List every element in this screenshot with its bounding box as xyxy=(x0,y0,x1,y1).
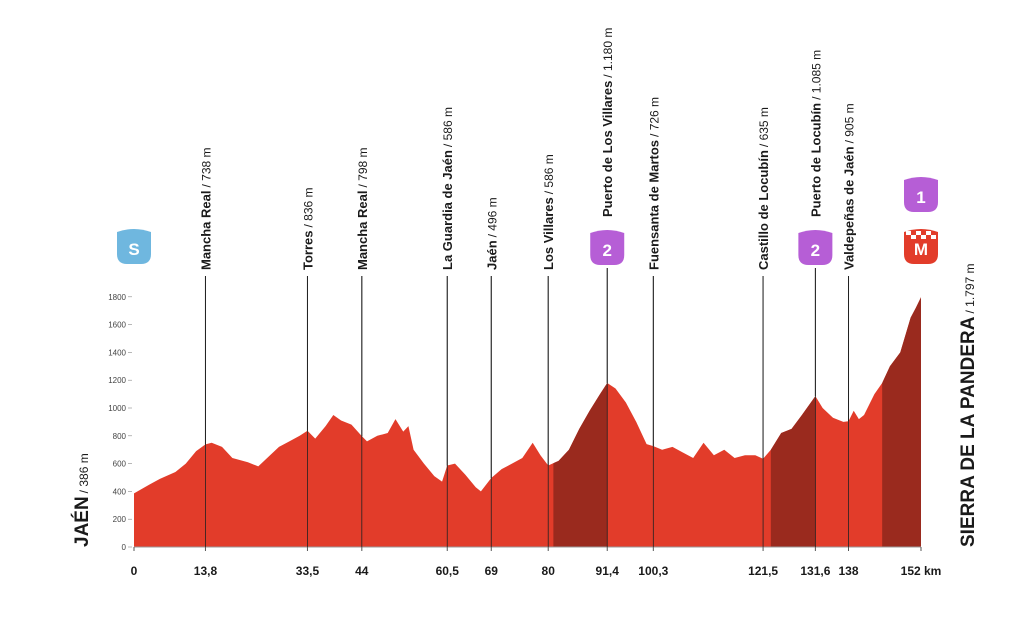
checker xyxy=(931,235,936,239)
finish-label: SIERRA DE LA PANDERA / 1.797 m xyxy=(958,263,979,547)
waypoint-label-name: Los Villares xyxy=(541,197,556,270)
x-tick-label: 91,4 xyxy=(596,564,620,578)
waypoint-label: Mancha Real / 738 m xyxy=(198,147,213,270)
finish-label-altitude: / 1.797 m xyxy=(963,263,977,313)
x-tick-label: 60,5 xyxy=(436,564,460,578)
x-tick-label: 0 xyxy=(131,564,138,578)
x-tick-label: 131,6 xyxy=(800,564,830,578)
waypoint-label-altitude: / 1.085 m xyxy=(809,50,823,100)
x-tick-label: 152 km xyxy=(901,564,942,578)
waypoint-label-altitude: / 586 m xyxy=(441,107,455,147)
waypoint-label: Los Villares / 586 m xyxy=(541,154,556,270)
climb-area xyxy=(553,382,608,547)
waypoint-label-name: Torres xyxy=(300,231,315,271)
waypoint-label-altitude: / 798 m xyxy=(356,147,370,187)
checker xyxy=(911,235,916,239)
waypoint-label: Puerto de Locubín / 1.085 m xyxy=(808,50,823,217)
x-tick-label: 100,3 xyxy=(638,564,668,578)
y-tick-label: 1400 xyxy=(108,348,126,357)
waypoint-label-name: Mancha Real xyxy=(355,191,370,270)
checker xyxy=(926,231,931,235)
waypoint-label: Valdepeñas de Jaén / 905 m xyxy=(842,103,857,270)
finish-badge-label: M xyxy=(914,240,928,259)
x-tick-label: 121,5 xyxy=(748,564,778,578)
start-badge-label: S xyxy=(128,240,139,259)
waypoint-label-name: Jaén xyxy=(484,240,499,270)
y-tick-label: 0 xyxy=(122,543,127,552)
waypoint-label-altitude: / 1.180 m xyxy=(601,28,615,78)
climb-area xyxy=(882,297,921,547)
y-tick-label: 1200 xyxy=(108,376,126,385)
y-tick-label: 200 xyxy=(113,515,127,524)
waypoint-label: Torres / 836 m xyxy=(300,187,315,270)
waypoint-label-name: Valdepeñas de Jaén xyxy=(842,146,857,270)
profile-area xyxy=(134,297,921,547)
x-tick-label: 138 xyxy=(838,564,858,578)
y-tick-label: 1800 xyxy=(108,293,126,302)
x-tick-label: 80 xyxy=(542,564,556,578)
y-tick-label: 400 xyxy=(113,487,127,496)
start-label-altitude: / 386 m xyxy=(77,453,91,493)
x-tick-label: 13,8 xyxy=(194,564,218,578)
waypoint-label-altitude: / 905 m xyxy=(843,103,857,143)
waypoint-label: Jaén / 496 m xyxy=(484,197,499,270)
waypoint-label-name: Mancha Real xyxy=(198,191,213,270)
start-label: JAÉN / 386 m xyxy=(71,453,93,547)
waypoint-label: La Guardia de Jaén / 586 m xyxy=(440,107,455,270)
x-tick-label: 33,5 xyxy=(296,564,320,578)
x-tick-label: 44 xyxy=(355,564,369,578)
waypoint-label-name: Castillo de Locubín xyxy=(756,150,771,270)
climb-badge xyxy=(590,230,625,265)
y-tick-label: 1000 xyxy=(108,404,126,413)
climb-badge-label: 2 xyxy=(811,241,820,260)
waypoint-label-altitude: / 586 m xyxy=(542,154,556,194)
waypoint-label: Castillo de Locubín / 635 m xyxy=(756,107,771,270)
checker xyxy=(916,231,921,235)
finish-climb-badge xyxy=(904,177,938,212)
waypoint-label-name: La Guardia de Jaén xyxy=(440,150,455,270)
climb-area xyxy=(770,396,816,547)
y-tick-label: 1600 xyxy=(108,321,126,330)
finish-label-name: SIERRA DE LA PANDERA xyxy=(958,316,979,547)
waypoint-label-altitude: / 635 m xyxy=(757,107,771,147)
climb-badge xyxy=(798,230,833,265)
climb-badge-label: 2 xyxy=(603,241,612,260)
waypoint-label-altitude: / 836 m xyxy=(301,187,315,227)
waypoint-label: Fuensanta de Martos / 726 m xyxy=(646,97,661,270)
checker xyxy=(921,235,926,239)
start-badge xyxy=(117,229,151,264)
y-tick-label: 600 xyxy=(113,460,127,469)
x-tick-label: 69 xyxy=(485,564,499,578)
waypoint-label-altitude: / 726 m xyxy=(647,97,661,137)
waypoint-label-name: Puerto de Locubín xyxy=(808,103,823,217)
checker xyxy=(906,231,911,235)
y-tick-label: 800 xyxy=(113,432,127,441)
waypoint-label: Mancha Real / 798 m xyxy=(355,147,370,270)
start-label-name: JAÉN xyxy=(71,496,93,547)
waypoint-label-name: Fuensanta de Martos xyxy=(646,140,661,270)
waypoint-label-altitude: / 496 m xyxy=(485,197,499,237)
finish-climb-badge-label: 1 xyxy=(916,188,925,207)
waypoint-label: Puerto de Los Villares / 1.180 m xyxy=(600,28,615,217)
waypoint-label-altitude: / 738 m xyxy=(199,147,213,187)
waypoint-label-name: Puerto de Los Villares xyxy=(600,81,615,217)
